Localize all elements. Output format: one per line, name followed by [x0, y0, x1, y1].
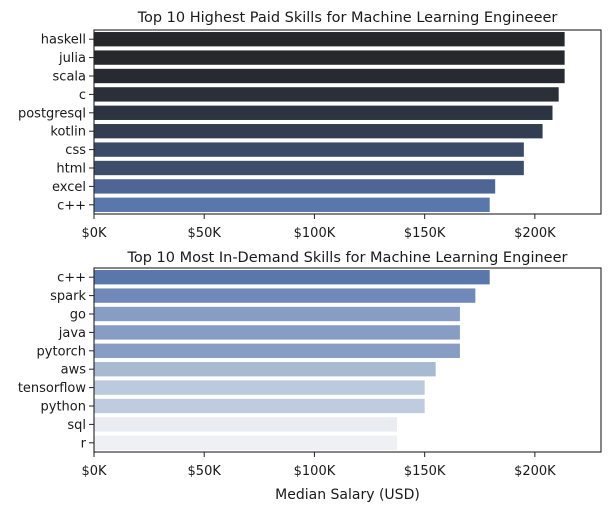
- y-tick-label: c: [79, 88, 86, 103]
- x-tick-label: $100K: [294, 226, 336, 241]
- bar-python: [94, 398, 425, 414]
- y-tick-label: c++: [57, 271, 86, 286]
- chart-title: Top 10 Highest Paid Skills for Machine L…: [137, 10, 558, 26]
- y-tick-label: tensorflow: [18, 381, 87, 396]
- bar-go: [94, 306, 460, 322]
- y-tick-label: sql: [67, 418, 86, 433]
- bar-excel: [94, 179, 496, 194]
- y-tick-label: haskell: [41, 33, 86, 48]
- y-tick-label: python: [41, 400, 86, 415]
- y-tick-label: julia: [58, 51, 86, 66]
- y-tick-label: postgresql: [18, 106, 86, 121]
- bar-c++: [94, 197, 490, 212]
- y-tick-label: r: [81, 436, 87, 451]
- bar-kotlin: [94, 124, 543, 139]
- y-tick-label: go: [70, 308, 86, 323]
- x-tick-label: $150K: [404, 226, 446, 241]
- top-paid-skills-chart: Top 10 Highest Paid Skills for Machine L…: [18, 10, 602, 241]
- y-tick-label: css: [65, 143, 86, 158]
- bar-scala: [94, 68, 565, 84]
- y-tick-label: kotlin: [50, 125, 86, 140]
- x-tick-label: $100K: [294, 464, 336, 479]
- chart-title: Top 10 Most In-Demand Skills for Machine…: [126, 250, 567, 266]
- bar-r: [94, 435, 398, 450]
- x-tick-label: $50K: [188, 226, 222, 241]
- bar-html: [94, 160, 524, 176]
- bar-spark: [94, 288, 476, 303]
- x-tick-label: $0K: [81, 464, 107, 479]
- bar-julia: [94, 50, 565, 65]
- bar-sql: [94, 417, 398, 432]
- bar-aws: [94, 362, 436, 377]
- y-tick-label: aws: [61, 363, 87, 378]
- y-tick-label: java: [58, 326, 86, 341]
- plot-frame: [93, 267, 602, 453]
- bar-java: [94, 325, 460, 340]
- bar-haskell: [94, 32, 565, 47]
- bar-c: [94, 87, 559, 102]
- in-demand-skills-chart: Top 10 Most In-Demand Skills for Machine…: [18, 250, 602, 503]
- bar-c++: [94, 270, 490, 285]
- x-tick-label: $50K: [188, 464, 222, 479]
- y-tick-label: excel: [52, 180, 86, 195]
- y-tick-label: c++: [57, 198, 86, 213]
- plot-frame: [93, 29, 602, 215]
- y-tick-label: html: [56, 162, 86, 177]
- x-tick-label: $200K: [514, 226, 556, 241]
- y-tick-label: spark: [50, 289, 86, 304]
- bar-css: [94, 142, 524, 157]
- y-tick-label: pytorch: [37, 344, 86, 359]
- bar-pytorch: [94, 343, 460, 358]
- x-tick-label: $0K: [81, 226, 107, 241]
- x-axis-label: Median Salary (USD): [275, 487, 420, 503]
- x-tick-label: $200K: [514, 464, 556, 479]
- bar-tensorflow: [94, 380, 425, 395]
- bar-postgresql: [94, 105, 553, 120]
- y-tick-label: scala: [53, 70, 86, 85]
- x-tick-label: $150K: [404, 464, 446, 479]
